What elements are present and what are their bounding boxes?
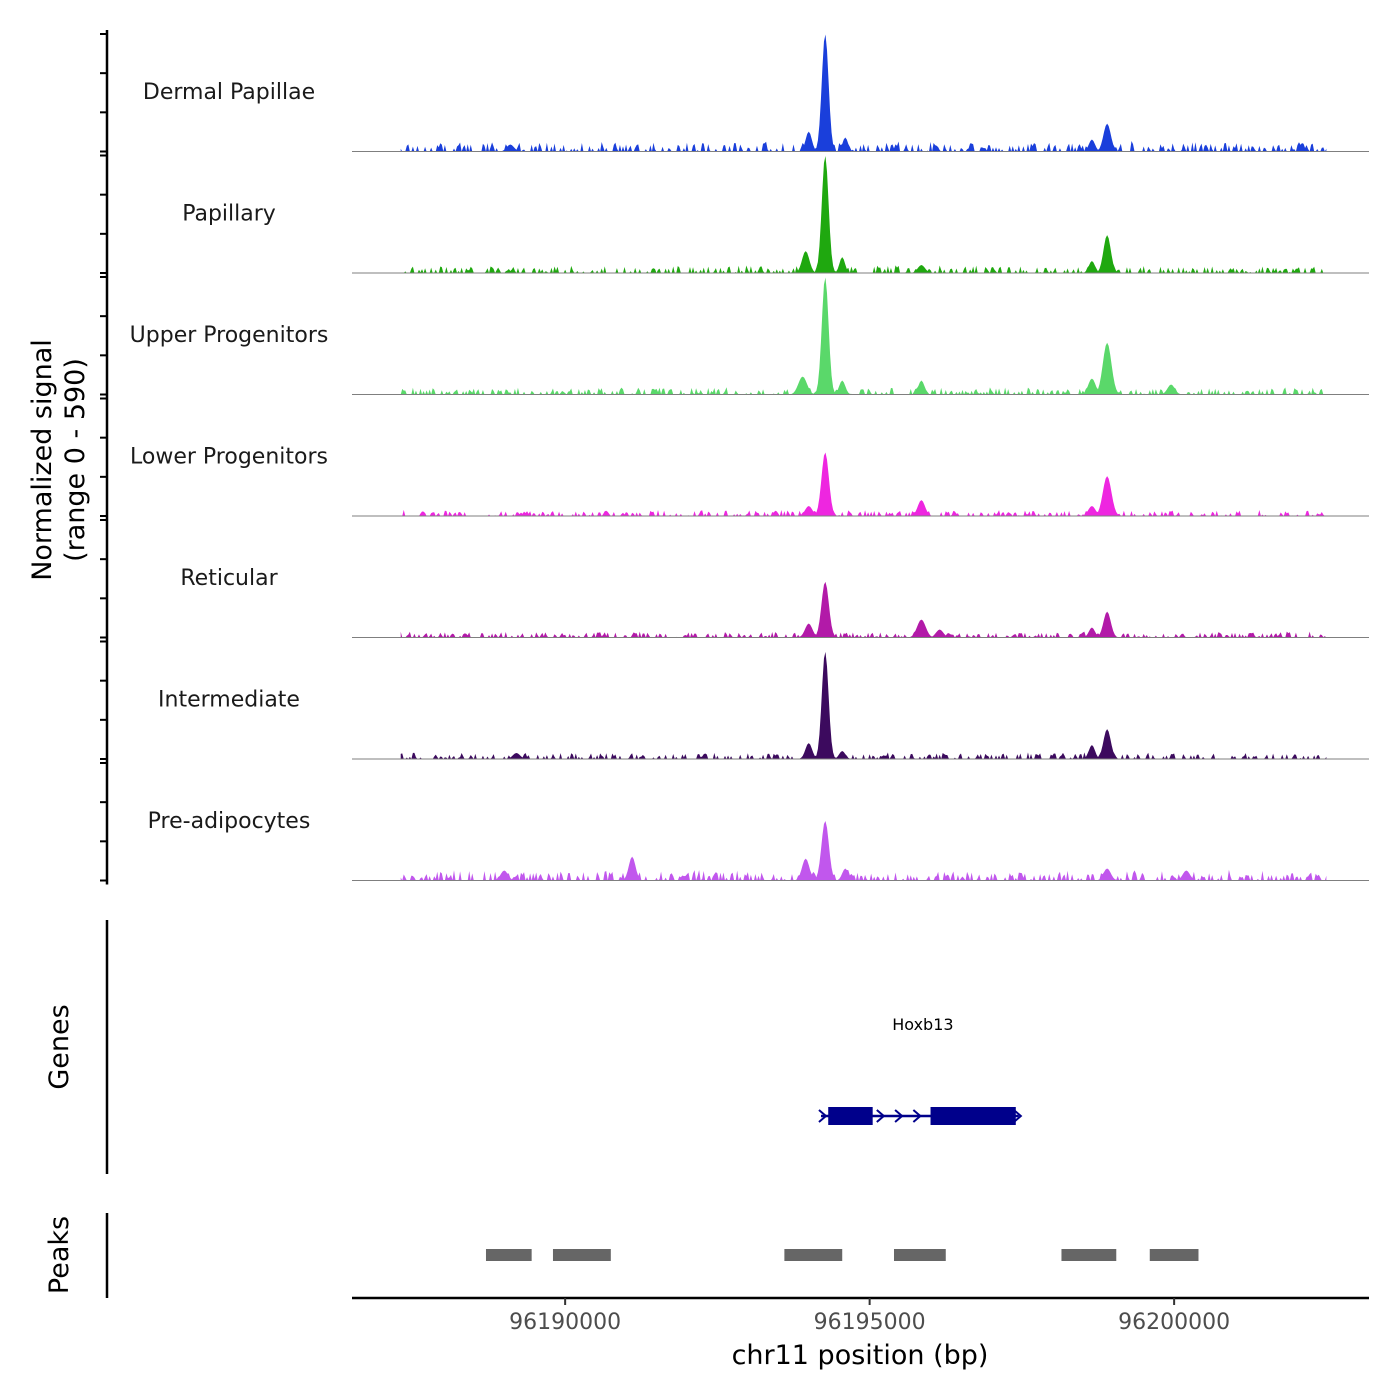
peak-region bbox=[485, 1249, 532, 1261]
track-reticular bbox=[352, 581, 1369, 638]
signal-area bbox=[400, 277, 1327, 395]
gene-annotation bbox=[818, 1107, 1023, 1125]
peak-region bbox=[1149, 1249, 1199, 1261]
peak-regions bbox=[485, 1249, 1199, 1261]
strand-arrow bbox=[912, 1109, 922, 1123]
x-axis: 96190000 96195000 96200000 bbox=[352, 1296, 1369, 1335]
peak-region bbox=[1061, 1249, 1117, 1261]
gene-name-label: Hoxb13 bbox=[892, 1015, 953, 1034]
genes-track-title: Genes bbox=[44, 1004, 75, 1089]
signal-area bbox=[400, 820, 1327, 881]
track-lower-progenitors bbox=[352, 452, 1369, 517]
track-intermediate bbox=[352, 651, 1369, 760]
peaks-track-title: Peaks bbox=[44, 1216, 75, 1294]
strand-arrow bbox=[1013, 1109, 1023, 1123]
track-pre-adipocytes bbox=[352, 820, 1369, 881]
peak-region bbox=[893, 1249, 946, 1261]
x-tick-label: 96195000 bbox=[814, 1310, 926, 1335]
strand-arrow bbox=[818, 1109, 828, 1123]
track-label: Papillary bbox=[182, 202, 276, 227]
track-dermal-papillae bbox=[352, 34, 1369, 152]
track-labels: Dermal Papillae Papillary Upper Progenitor… bbox=[130, 80, 329, 834]
strand-arrow bbox=[876, 1109, 886, 1123]
peak-region bbox=[552, 1249, 611, 1261]
track-label: Dermal Papillae bbox=[143, 80, 315, 105]
gene-exon bbox=[828, 1107, 873, 1125]
track-label: Pre-adipocytes bbox=[148, 809, 311, 834]
signal-y-axis bbox=[100, 30, 109, 885]
signal-area bbox=[400, 651, 1327, 759]
signal-tracks bbox=[352, 34, 1369, 881]
gene-exon bbox=[930, 1107, 1016, 1125]
signal-area bbox=[400, 155, 1327, 273]
track-upper-progenitors bbox=[352, 277, 1369, 395]
track-label: Upper Progenitors bbox=[130, 323, 329, 348]
track-label: Lower Progenitors bbox=[130, 445, 328, 470]
track-papillary bbox=[352, 155, 1369, 274]
x-axis-title: chr11 position (bp) bbox=[732, 1340, 989, 1371]
signal-area bbox=[400, 452, 1327, 516]
track-label: Reticular bbox=[180, 566, 278, 591]
signal-area bbox=[400, 581, 1327, 638]
y-axis-title-line2: (range 0 - 590) bbox=[60, 358, 91, 562]
x-tick-label: 96200000 bbox=[1118, 1310, 1230, 1335]
track-label: Intermediate bbox=[158, 688, 300, 713]
peak-region bbox=[784, 1249, 843, 1261]
y-axis-title-line1: Normalized signal bbox=[27, 339, 58, 581]
x-tick-label: 96190000 bbox=[509, 1310, 621, 1335]
signal-area bbox=[400, 34, 1327, 152]
strand-arrow bbox=[894, 1109, 904, 1123]
